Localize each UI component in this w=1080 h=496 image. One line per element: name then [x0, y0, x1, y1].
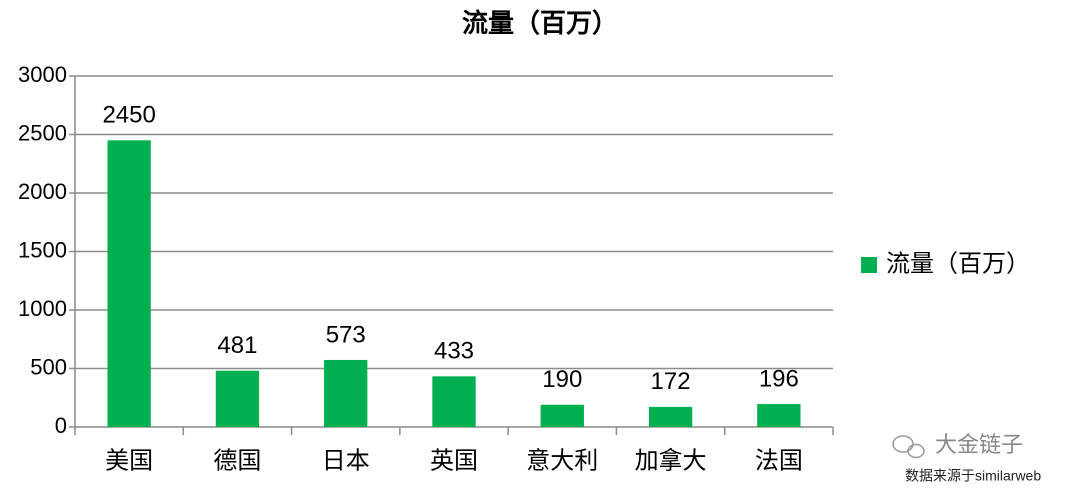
legend-swatch	[861, 257, 877, 273]
y-tick-label: 2000	[18, 179, 67, 204]
watermark: 大金链子	[935, 432, 1023, 457]
y-tick-label: 3000	[18, 62, 67, 87]
x-tick-label: 加拿大	[635, 447, 707, 474]
bar	[324, 359, 368, 427]
x-tick-label: 意大利	[526, 447, 598, 474]
data-label: 433	[434, 338, 474, 365]
y-tick-label: 0	[55, 413, 67, 438]
bar	[757, 404, 801, 427]
x-tick-label: 英国	[430, 447, 478, 474]
chart-title: 流量（百万）	[462, 9, 618, 39]
bar	[540, 404, 584, 427]
x-tick-label: 法国	[755, 447, 803, 474]
y-tick-label: 2500	[18, 120, 67, 145]
y-tick-label: 1500	[18, 237, 67, 262]
source-note: 数据来源于similarweb	[905, 468, 1041, 484]
x-tick-label: 美国	[105, 447, 153, 474]
data-label: 573	[326, 321, 366, 348]
bar	[648, 406, 693, 427]
y-tick-label: 1000	[18, 296, 67, 321]
x-tick-label: 日本	[322, 447, 370, 474]
bar	[107, 140, 151, 427]
x-tick-label: 德国	[213, 447, 261, 474]
watermark-icon	[892, 435, 925, 459]
data-label: 172	[651, 368, 691, 395]
data-label: 196	[759, 365, 799, 392]
data-label: 190	[542, 366, 582, 393]
bar	[215, 370, 260, 427]
data-label: 2450	[102, 102, 155, 129]
bar	[432, 376, 476, 427]
y-tick-label: 500	[30, 354, 67, 379]
data-label: 481	[217, 332, 257, 359]
legend-label: 流量（百万）	[886, 250, 1030, 277]
